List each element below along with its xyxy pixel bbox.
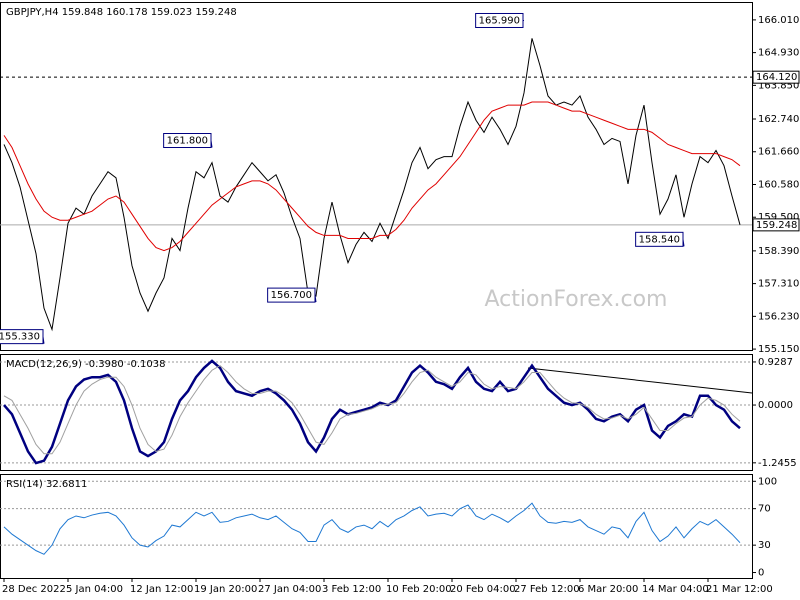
y-tick-label: 161.660 (758, 147, 799, 158)
series-line (3, 502, 741, 555)
y-tick-label: -1.2455 (758, 458, 797, 469)
x-tick-label: 21 Mar 12:00 (706, 584, 773, 595)
price-tag-label: 164.120 (756, 72, 797, 83)
annotation-leader (210, 140, 213, 148)
y-tick-label: 164.930 (758, 48, 799, 59)
y-tick-label: 70 (758, 504, 771, 515)
annotation-label: 165.990 (479, 15, 520, 26)
annotation-label: 161.800 (167, 136, 208, 147)
panel-frame (0, 474, 753, 579)
panel-title: GBPJPY,H4 159.848 160.178 159.023 159.24… (6, 7, 237, 18)
series-line (3, 101, 741, 252)
annotation-leader (314, 295, 317, 303)
y-tick-label: 166.010 (758, 15, 799, 26)
y-tick-label: 162.740 (758, 114, 799, 125)
x-tick-label: 27 Feb 12:00 (514, 584, 580, 595)
trend-line (527, 367, 753, 394)
y-tick-label: 0 (758, 568, 764, 579)
y-tick-label: 155.150 (758, 344, 799, 355)
x-tick-label: 20 Feb 04:00 (450, 584, 516, 595)
annotation-label: 155.330 (0, 332, 40, 343)
annotation-label: 156.700 (271, 290, 312, 301)
x-tick-label: 10 Feb 20:00 (386, 584, 452, 595)
annotation-leader (682, 239, 685, 247)
y-tick-label: 156.230 (758, 311, 799, 322)
annotation-label: 158.540 (639, 234, 680, 245)
y-tick-label: 0.9287 (758, 357, 793, 368)
panel-title: RSI(14) 32.6811 (6, 479, 87, 490)
x-tick-label: 14 Mar 04:00 (642, 584, 709, 595)
y-tick-label: 157.310 (758, 279, 799, 290)
x-tick-label: 19 Jan 20:00 (194, 584, 257, 595)
price-tag (752, 70, 800, 84)
y-tick-label: 0.0000 (758, 400, 793, 411)
series-line (3, 38, 741, 332)
price-tag (752, 218, 800, 232)
panel-frame (0, 2, 753, 351)
price-tag-label: 159.248 (756, 220, 797, 231)
series-line (3, 364, 741, 455)
x-tick-label: 6 Mar 20:00 (578, 584, 638, 595)
y-tick-label: 160.580 (758, 179, 799, 190)
x-tick-label: 12 Jan 12:00 (130, 584, 193, 595)
panel-title: MACD(12,26,9) -0.3980 -0.1038 (6, 359, 166, 370)
x-tick-label: 3 Feb 12:00 (322, 584, 381, 595)
x-tick-label: 5 Jan 04:00 (66, 584, 123, 595)
y-tick-label: 100 (758, 476, 777, 487)
y-tick-label: 163.850 (758, 80, 799, 91)
y-tick-label: 158.390 (758, 246, 799, 257)
annotation-leader (42, 336, 45, 344)
panel-frame (0, 354, 753, 471)
y-tick-label: 159.500 (758, 212, 799, 223)
y-tick-label: 30 (758, 540, 771, 551)
x-tick-label: 28 Dec 2022 (2, 584, 66, 595)
series-line (3, 359, 741, 465)
x-tick-label: 27 Jan 04:00 (258, 584, 321, 595)
watermark: ActionForex.com (485, 287, 668, 312)
